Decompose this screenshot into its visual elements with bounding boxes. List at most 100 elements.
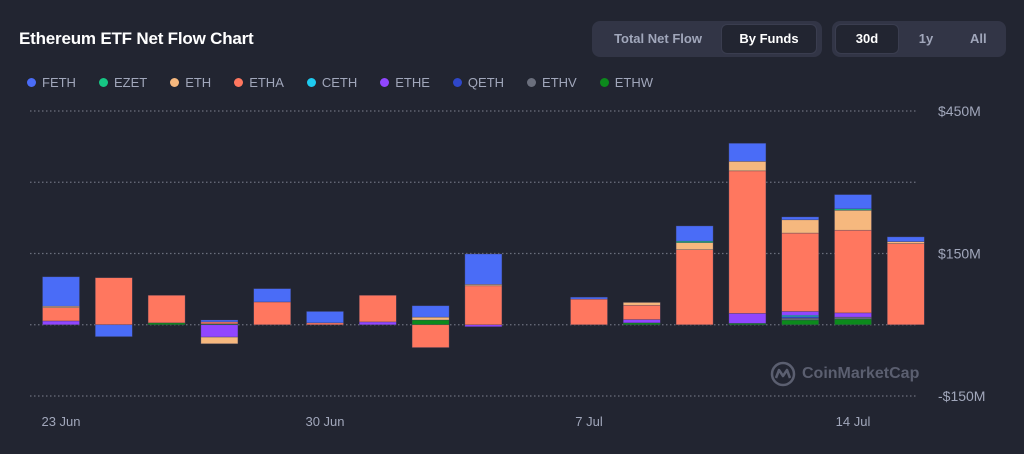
legend-dot-icon: [380, 78, 390, 87]
bar-segment-feth: [411, 305, 450, 318]
bar-segment-eth: [675, 242, 714, 250]
bar-stack: [834, 194, 872, 326]
bar-segment-etha: [675, 249, 714, 326]
legend-label: FETH: [42, 75, 76, 90]
legend-label: ETH: [185, 75, 212, 90]
range-30d-button[interactable]: 30d: [835, 24, 899, 54]
legend-label: ETHE: [395, 75, 430, 90]
bar-stack: [358, 294, 397, 326]
bar-segment-eth: [411, 316, 450, 321]
bar-stack: [886, 236, 925, 326]
bar-segment-feth: [95, 324, 133, 337]
x-tick-label: 23 Jun: [41, 414, 80, 429]
bar-segment-etha: [411, 324, 450, 348]
bar-stack: [200, 319, 239, 345]
bar-stack: [42, 276, 80, 326]
bar-segment-etha: [464, 285, 503, 326]
coinmarketcap-watermark: CoinMarketCap: [770, 361, 919, 387]
bar-segment-etha: [147, 294, 186, 324]
bar-stack: [411, 305, 450, 348]
bar-segment-etha: [570, 298, 608, 326]
legend-dot-icon: [599, 78, 609, 87]
bar-stack: [781, 216, 820, 326]
bar-segment-ethe: [358, 321, 397, 326]
bar-segment-feth: [253, 288, 291, 303]
bar-segment-etha: [253, 301, 291, 326]
bar-segment-etha: [95, 277, 133, 326]
bars: [42, 143, 925, 348]
legend-item-feth[interactable]: FETH: [27, 75, 76, 90]
bar-segment-ethw: [781, 319, 820, 326]
bar-segment-etha: [834, 229, 872, 314]
watermark-text: CoinMarketCap: [802, 365, 920, 382]
bar-segment-eth: [622, 302, 661, 306]
bar-segment-feth: [728, 143, 767, 162]
grid-lines: [30, 110, 918, 397]
legend-item-ethw[interactable]: ETHW: [599, 75, 653, 90]
legend-label: QETH: [467, 75, 505, 90]
legend-label: ETHA: [249, 75, 284, 90]
bar-segment-feth: [464, 253, 503, 285]
legend-item-ethv[interactable]: ETHV: [527, 75, 577, 90]
legend-item-ceth[interactable]: CETH: [306, 75, 358, 90]
bar-segment-etha: [622, 304, 661, 320]
x-tick-label: 30 Jun: [305, 414, 344, 429]
bar-segment-feth: [570, 296, 608, 300]
bar-segment-eth: [728, 161, 767, 172]
bar-segment-feth: [306, 311, 344, 324]
range-1y-button[interactable]: 1y: [918, 31, 934, 46]
view-toggle: Total Net Flow By Funds: [592, 21, 822, 57]
x-tick-label: 7 Jul: [575, 414, 603, 429]
legend-item-etha[interactable]: ETHA: [234, 75, 284, 90]
coinmarketcap-logo-icon: [770, 361, 796, 387]
bar-stack: [728, 143, 767, 326]
legend-dot-icon: [98, 78, 108, 87]
y-tick-label: -$150M: [938, 388, 985, 404]
legend-dot-icon: [452, 78, 462, 87]
bar-segment-feth: [200, 319, 239, 323]
legend-item-ezet[interactable]: EZET: [98, 75, 148, 90]
legend-item-eth[interactable]: ETH: [170, 75, 211, 90]
legend-item-ethe[interactable]: ETHE: [380, 75, 430, 90]
bar-segment-feth: [675, 225, 714, 242]
legend-dot-icon: [527, 78, 537, 87]
y-tick-label: $150M: [938, 246, 981, 262]
legend-item-qeth[interactable]: QETH: [452, 75, 505, 90]
bar-stack: [464, 253, 503, 327]
bar-segment-etha: [42, 307, 80, 322]
bar-segment-eth: [200, 336, 239, 345]
bar-segment-etha: [886, 243, 925, 326]
by-funds-button[interactable]: By Funds: [721, 24, 817, 54]
bar-segment-ethe: [834, 312, 872, 318]
bar-segment-feth: [886, 236, 925, 242]
y-axis: $450M $150M -$150M: [938, 103, 985, 404]
page-title: Ethereum ETF Net Flow Chart: [19, 29, 254, 48]
y-tick-label: $450M: [938, 103, 981, 119]
bar-segment-ethe: [42, 320, 80, 326]
bar-stack: [95, 277, 133, 337]
legend-label: CETH: [321, 75, 358, 90]
bar-segment-etha: [781, 232, 820, 312]
bar-segment-ethe: [728, 313, 767, 324]
legend: FETH EZET ETH ETHA CETH ETHE QETH ETHV E…: [27, 75, 676, 90]
bar-segment-ethw: [834, 318, 872, 326]
bar-segment-etha: [358, 294, 397, 323]
legend-dot-icon: [27, 78, 36, 87]
range-toggle: 30d 1y All: [832, 21, 1006, 57]
bar-stack: [570, 296, 608, 326]
legend-label: ETHV: [542, 75, 577, 90]
total-net-flow-button[interactable]: Total Net Flow: [614, 31, 702, 46]
legend-label: EZET: [113, 75, 148, 90]
bar-stack: [253, 288, 291, 326]
range-all-button[interactable]: All: [970, 31, 987, 46]
bar-stack: [622, 302, 661, 326]
bar-segment-feth: [834, 194, 872, 210]
bar-segment-ethe: [622, 319, 661, 324]
legend-label: ETHW: [614, 75, 653, 90]
bar-segment-feth: [781, 216, 820, 221]
bar-stack: [675, 225, 714, 326]
bar-segment-feth: [42, 276, 80, 307]
bar-segment-ethw: [411, 319, 450, 326]
x-tick-label: 14 Jul: [836, 414, 871, 429]
